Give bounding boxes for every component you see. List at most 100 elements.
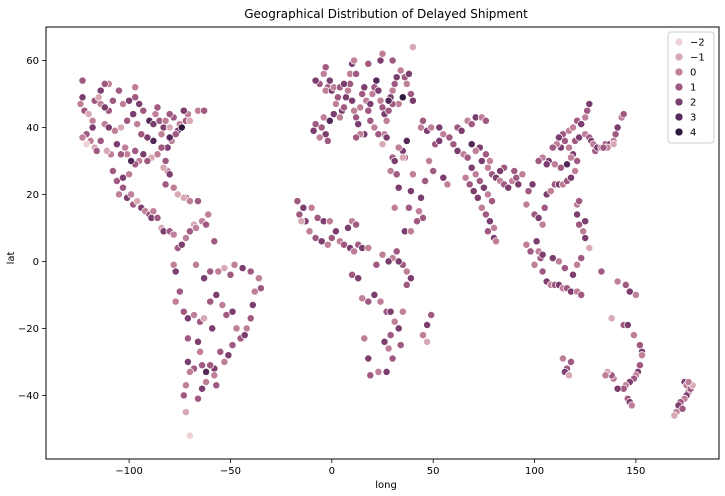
data-point [483,227,492,236]
data-point [534,213,543,222]
data-point [392,73,401,82]
data-point [202,378,211,386]
data-point [171,130,180,139]
points-group [76,43,697,440]
data-point [384,257,393,266]
data-point [143,133,152,142]
data-point [311,120,320,129]
data-point [638,351,646,360]
data-point [402,267,411,276]
data-point [352,133,361,142]
data-point [581,234,590,242]
data-point [579,227,588,236]
data-point [475,177,484,185]
data-point [125,96,134,105]
data-point [139,150,148,159]
x-axis-ticks: −100 −50 0 50 100 150 [115,459,645,477]
data-point [392,170,401,179]
y-tick-label: 20 [26,190,39,201]
x-axis-label: long [375,480,397,491]
data-point [161,157,170,165]
x-tick-label: −50 [220,466,241,477]
data-point [386,167,395,175]
data-point [115,190,123,199]
data-point [216,347,225,356]
legend-marker [674,97,684,107]
data-point [179,307,188,316]
data-point [423,337,432,346]
data-point [121,143,130,152]
legend-label: 1 [690,83,696,94]
data-point [210,371,219,380]
data-point [477,157,486,165]
data-point [135,100,144,108]
data-point [540,203,549,212]
data-point [206,267,215,276]
legend-label: −2 [690,38,705,49]
data-point [575,133,584,142]
data-point [408,96,417,105]
data-point [173,190,182,199]
data-point [198,384,207,393]
data-point [117,123,125,132]
data-point [123,116,132,125]
data-point [177,240,186,249]
data-point [565,371,573,380]
data-point [202,367,211,376]
data-point [88,116,97,125]
data-point [179,193,188,202]
data-point [388,56,397,65]
data-point [577,290,586,299]
data-point [390,317,399,326]
data-point [311,76,320,85]
data-point [635,361,644,370]
plot-area-frame [45,26,720,460]
data-point [133,120,142,129]
legend-marker [674,112,684,122]
data-point [678,404,687,413]
data-point [317,123,326,132]
data-point [398,153,407,162]
data-point [354,120,363,129]
x-tick-label: 0 [329,466,335,477]
data-point [143,157,152,165]
data-point [110,126,119,135]
data-point [376,96,385,105]
data-point [443,180,452,189]
y-tick-label: 0 [33,257,39,268]
data-point [149,136,158,145]
data-point [483,190,492,199]
data-point [504,183,513,192]
data-point [157,130,166,139]
data-point [607,314,616,323]
data-point [250,287,259,296]
data-point [530,260,539,269]
data-point [177,123,186,132]
data-point [408,170,417,179]
y-tick-label: −20 [18,324,39,335]
y-tick-label: 40 [26,123,39,134]
data-point [335,113,344,122]
data-point [394,143,403,152]
data-point [372,76,381,85]
data-point [372,260,381,269]
data-point [427,123,436,132]
data-point [670,411,679,420]
data-point [325,76,334,85]
data-point [425,157,434,165]
data-point [313,213,322,222]
data-point [100,103,109,112]
data-point [548,143,557,152]
data-point [196,347,205,356]
data-point [185,116,194,125]
data-point [635,341,644,350]
data-point [465,180,474,189]
data-point [550,160,559,169]
data-point [625,287,634,296]
data-point [340,79,348,88]
data-point [402,79,411,88]
data-point [522,200,531,209]
data-point [344,223,352,232]
data-point [370,123,379,132]
data-point [684,378,693,386]
